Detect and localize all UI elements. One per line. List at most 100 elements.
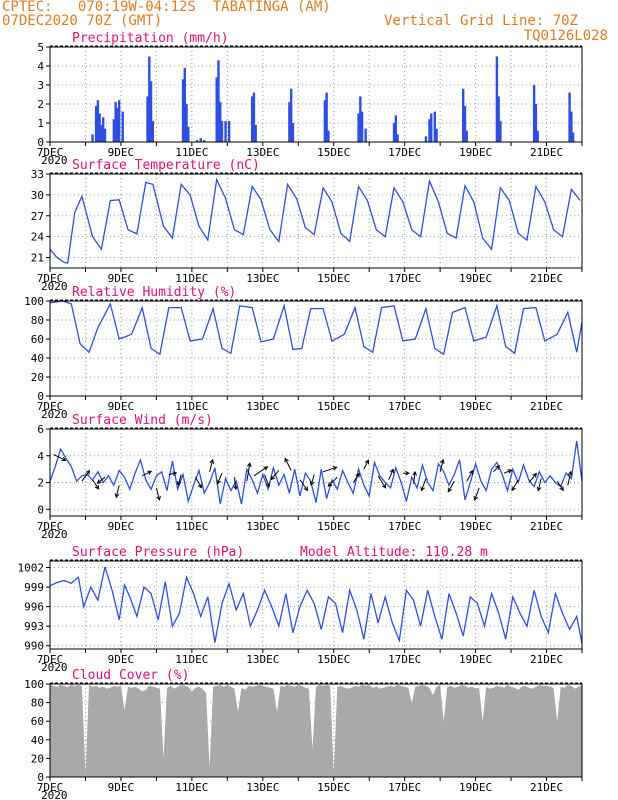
- precip-bar: [217, 60, 220, 142]
- wind-arrow-head: [216, 479, 222, 485]
- panel-4-xtick-label: 17DEC: [388, 520, 421, 533]
- wind-arrow-head: [381, 483, 387, 489]
- precip-bar: [536, 130, 539, 142]
- precip-bar: [392, 123, 396, 142]
- wind-arrow: [352, 473, 360, 483]
- wind-arrow-head: [440, 458, 445, 464]
- wind-arrow: [246, 463, 251, 482]
- precip-bar: [185, 104, 188, 142]
- precip-bar: [568, 92, 571, 142]
- panel-6-year-label: 2020: [41, 789, 68, 800]
- precip-bar: [114, 102, 117, 142]
- panel-3-xtick-label: 19DEC: [459, 400, 492, 413]
- wind-arrow: [327, 476, 338, 487]
- panel-2-xtick-label: 9DEC: [108, 272, 135, 285]
- precip-bar: [151, 121, 155, 142]
- precip-bar: [435, 128, 438, 142]
- wind-arrow-head: [263, 466, 269, 471]
- panel-4-title: Surface Wind (m/s): [72, 413, 213, 428]
- panel-5-xtick-label: 13DEC: [246, 653, 279, 666]
- wind-arrow-head: [284, 457, 289, 463]
- panel-5-ytick-label: 999: [24, 581, 44, 594]
- wind-arrow-head: [156, 495, 161, 501]
- panel-6-xtick-label: 19DEC: [459, 781, 492, 794]
- panel-5-xtick-label: 17DEC: [388, 653, 421, 666]
- precip-bar: [148, 56, 151, 142]
- wind-arrow-head: [176, 480, 182, 486]
- wind-arrow: [377, 475, 386, 489]
- wind-arrow-head: [559, 486, 564, 492]
- panel-1-xtick-label: 17DEC: [388, 146, 421, 159]
- wind-arrow-head: [420, 486, 425, 492]
- panel-3-ytick-label: 80: [31, 314, 44, 327]
- precip-bar: [289, 88, 293, 142]
- cloud-cover-area: [50, 684, 582, 777]
- precip-bar: [100, 124, 103, 142]
- wind-arrow-head: [233, 485, 238, 491]
- wind-arrow: [253, 466, 268, 477]
- panel-6-frame: [49, 683, 583, 778]
- precip-bar: [495, 56, 499, 142]
- panel-5-ytick-label: 990: [24, 640, 44, 653]
- wind-arrow: [413, 471, 416, 484]
- wind-arrow-head: [532, 472, 537, 478]
- panel-6-xtick-label: 17DEC: [388, 781, 421, 794]
- precip-bar: [357, 113, 360, 142]
- precip-bar: [252, 92, 256, 142]
- wind-arrow: [528, 473, 537, 483]
- panel-1-ytick-label: 1: [37, 117, 44, 130]
- precip-bar: [103, 128, 107, 142]
- panel-5-ytick-label: 1002: [18, 562, 45, 575]
- panel-1-year-label: 2020: [41, 154, 68, 167]
- panel-6-xtick-label: 15DEC: [317, 781, 350, 794]
- panel-3-ytick-label: 100: [24, 295, 44, 308]
- precip-bar: [219, 102, 222, 142]
- wind-arrow-head: [469, 469, 474, 475]
- precip-bar: [570, 111, 573, 142]
- panel-2-xtick-label: 15DEC: [317, 272, 350, 285]
- wind-arrow-head: [265, 482, 271, 488]
- precip-bar: [359, 96, 362, 142]
- precip-bar: [146, 96, 149, 142]
- panel-5-xtick-label: 21DEC: [530, 653, 563, 666]
- panel-6-xtick-label: 7DEC: [37, 781, 64, 794]
- panel-5-frame: [49, 560, 583, 650]
- panel-2-ytick-label: 27: [31, 210, 44, 223]
- wind-arrow: [168, 472, 177, 475]
- panel-2-xtick-label: 7DEC: [37, 272, 64, 285]
- wind-arrow: [556, 480, 564, 491]
- wind-arrow-head: [247, 462, 252, 468]
- panel-6-ytick-label: 0: [37, 771, 44, 784]
- precip-bar: [499, 121, 502, 142]
- precip-bar: [465, 130, 468, 142]
- panel-2-xtick-label: 19DEC: [459, 272, 492, 285]
- panel-3-year-label: 2020: [41, 408, 68, 421]
- precip-bar: [364, 128, 367, 142]
- panel-2-ytick-label: 24: [31, 231, 45, 244]
- precip-bar: [94, 105, 98, 142]
- panel-6-ytick-label: 40: [31, 734, 44, 747]
- wind-arrow: [141, 470, 152, 477]
- panel-4-xtick-label: 7DEC: [37, 520, 64, 533]
- panel-2-series-line: [49, 177, 581, 264]
- precip-bar: [96, 100, 100, 142]
- wind-arrow-head: [567, 470, 573, 476]
- panel-6-ytick-label: 20: [31, 752, 44, 765]
- panel-1-xtick-label: 7DEC: [37, 146, 64, 159]
- panel-2-xtick-label: 11DEC: [175, 272, 208, 285]
- panel-1-ytick-label: 5: [37, 41, 44, 54]
- panel-3-frame: [49, 300, 583, 397]
- wind-arrow-head: [209, 458, 215, 464]
- panel-6-title: Cloud Cover (%): [72, 668, 189, 683]
- wind-arrow: [115, 485, 120, 498]
- precip-bar: [117, 100, 121, 142]
- panel-5-xtick-label: 19DEC: [459, 653, 492, 666]
- wind-arrow: [537, 478, 542, 491]
- wind-arrow: [92, 479, 99, 490]
- precip-bar: [291, 123, 295, 142]
- panel-1-xtick-label: 21DEC: [530, 146, 563, 159]
- precip-bar: [227, 121, 231, 142]
- wind-arrow-head: [511, 486, 516, 492]
- panel-2-xtick-label: 13DEC: [246, 272, 279, 285]
- panel-5-xtick-label: 7DEC: [37, 653, 64, 666]
